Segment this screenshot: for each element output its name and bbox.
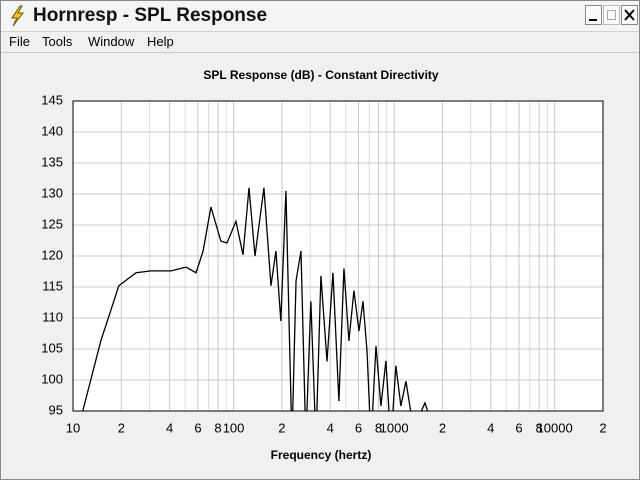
chart: SPL Response (dB) - Constant Directivity… xyxy=(41,68,606,462)
y-tick-label: 135 xyxy=(41,154,63,169)
x-tick-label: 6 xyxy=(515,420,522,435)
minimize-button[interactable] xyxy=(585,5,602,25)
spl-curve xyxy=(82,187,429,411)
x-tick-label: 2 xyxy=(439,420,446,435)
window-buttons[interactable] xyxy=(585,5,639,27)
title-bar: Hornresp - SPL Response xyxy=(1,1,639,32)
x-tick-label: 8 xyxy=(375,420,382,435)
y-tick-label: 120 xyxy=(41,247,63,262)
x-tick-label: 2 xyxy=(599,420,606,435)
chart-title: SPL Response (dB) - Constant Directivity xyxy=(203,68,438,82)
y-tick-label: 145 xyxy=(41,92,63,107)
x-tick-label: 8 xyxy=(214,420,221,435)
x-tick-label: 2 xyxy=(118,420,125,435)
y-tick-label: 95 xyxy=(49,402,63,417)
x-tick-label: 100 xyxy=(223,420,245,435)
x-tick-label: 2 xyxy=(278,420,285,435)
series-group xyxy=(82,187,429,411)
x-tick-label: 4 xyxy=(166,420,173,435)
menu-item[interactable]: File xyxy=(9,34,30,49)
x-tick-label: 4 xyxy=(327,420,334,435)
x-tick-label: 10 xyxy=(66,420,80,435)
y-tick-label: 105 xyxy=(41,340,63,355)
x-tick-label: 10000 xyxy=(537,420,573,435)
app-icon xyxy=(11,5,25,27)
x-tick-label: 6 xyxy=(355,420,362,435)
x-tick-label: 1000 xyxy=(380,420,409,435)
y-tick-label: 115 xyxy=(42,278,63,293)
menu-item[interactable]: Window xyxy=(88,34,135,49)
x-axis-label: Frequency (hertz) xyxy=(271,448,372,462)
y-tick-label: 140 xyxy=(41,123,63,138)
menu-item[interactable]: Tools xyxy=(42,34,73,49)
y-tick-label: 110 xyxy=(42,309,63,324)
maximize-button[interactable] xyxy=(603,5,620,25)
y-tick-label: 130 xyxy=(41,185,63,200)
window-title: Hornresp - SPL Response xyxy=(33,5,268,26)
x-tick-label: 4 xyxy=(487,420,494,435)
plot-border xyxy=(72,100,604,412)
x-tick-label: 6 xyxy=(194,420,201,435)
y-tick-label: 100 xyxy=(41,371,63,386)
x-tick-label: 8 xyxy=(535,420,542,435)
menu-item[interactable]: Help xyxy=(147,34,174,49)
menu-bar: File Tools Window Help xyxy=(1,32,639,53)
y-tick-label: 125 xyxy=(41,216,63,231)
